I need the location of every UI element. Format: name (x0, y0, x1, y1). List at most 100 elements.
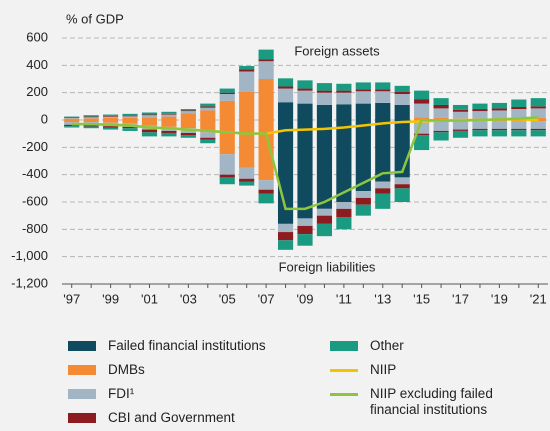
bar-segment (161, 113, 177, 115)
bar-segment (219, 120, 235, 155)
bar-segment (375, 181, 391, 189)
bar-segment (511, 107, 527, 110)
bar-segment (452, 129, 469, 131)
bar-segment (433, 117, 449, 120)
bar-segment (394, 91, 410, 95)
bar-segment (258, 189, 274, 194)
legend-label: NIIP (370, 362, 397, 377)
bar-segment (103, 117, 119, 120)
bar-segment (219, 92, 235, 95)
y-tick-label: -1,000 (11, 248, 48, 263)
bar-segment (103, 115, 119, 117)
bar-segment (433, 121, 449, 131)
bar-segment (83, 116, 99, 118)
bar-segment (141, 132, 158, 137)
bar-segment (200, 132, 216, 138)
bar-segment (83, 120, 99, 123)
bar-segment (530, 128, 546, 131)
bar-segment (180, 110, 196, 112)
bar-segment (297, 225, 313, 235)
bar-segment (219, 174, 235, 178)
x-tick-label: '11 (336, 291, 352, 306)
bar-segment (355, 91, 371, 104)
legend-item: Other (330, 338, 404, 354)
bar-segment (103, 120, 119, 123)
bar-segment (258, 49, 274, 60)
bar-segment (511, 120, 527, 122)
bar-segment (394, 177, 410, 185)
bar-segment (122, 128, 138, 131)
bar-segment (122, 120, 138, 124)
bar-segment (180, 120, 196, 129)
bar-segment (239, 69, 255, 72)
legend-item: Failed financial institutions (68, 338, 266, 354)
bar-segment (258, 61, 274, 79)
bar-segment (414, 135, 430, 151)
bar-segment (64, 124, 80, 127)
bar-segment (141, 117, 158, 120)
y-tick-label: -400 (22, 166, 48, 181)
bar-segment (511, 99, 527, 108)
bar-segment (394, 94, 410, 105)
x-tick-label: '01 (141, 291, 158, 306)
bar-segment (530, 106, 546, 109)
x-tick-label: '07 (258, 291, 275, 306)
legend-label: DMBs (108, 362, 145, 377)
bar-segment (375, 120, 391, 182)
legend-item: CBI and Government (68, 410, 235, 426)
bar-segment (239, 91, 255, 120)
bar-segment (433, 98, 449, 105)
bar-segment (219, 177, 235, 185)
bar-segment (491, 110, 507, 119)
bar-segment (161, 130, 177, 133)
bar-segment (491, 128, 507, 131)
y-tick-label: -1,200 (11, 275, 48, 290)
bar-segment (394, 188, 410, 202)
annotation: Foreign liabilities (279, 259, 376, 274)
x-tick-label: '13 (374, 291, 391, 306)
bar-segment (200, 103, 216, 107)
bar-segment (219, 154, 235, 175)
legend-swatch (68, 413, 96, 423)
legend-item: NIIP (330, 362, 520, 378)
bar-segment (161, 111, 177, 114)
legend-item: NIIP excluding failed financial institut… (330, 386, 520, 418)
x-tick-label: '99 (102, 291, 119, 306)
bar-segment (239, 167, 255, 179)
bar-segment (355, 191, 371, 198)
legend-label: FDI¹ (108, 386, 135, 401)
bar-segment (433, 130, 449, 133)
bar-segment (180, 135, 196, 138)
bar-segment (161, 116, 177, 120)
bar-segment (336, 83, 352, 91)
bar-segment (64, 126, 80, 128)
annotation: Foreign assets (294, 43, 380, 58)
bar-segment (180, 111, 196, 114)
bar-segment (491, 108, 507, 111)
bar-segment (336, 217, 352, 230)
bar-segment (511, 128, 527, 131)
bar-segment (180, 113, 196, 120)
bar-segment (316, 208, 333, 216)
bar-segment (219, 100, 235, 120)
bar-segment (64, 118, 80, 120)
bar-segment (336, 90, 352, 93)
bar-segment (200, 137, 216, 140)
legend-swatch (330, 393, 358, 396)
bar-segment (258, 59, 274, 62)
bar-segment (414, 117, 430, 120)
bar-segment (316, 120, 333, 209)
y-tick-label: 200 (26, 84, 48, 99)
bar-segment (355, 82, 371, 90)
bar-segment (277, 223, 294, 233)
bar-segment (530, 98, 546, 107)
bar-segment (103, 127, 119, 130)
bar-segment (200, 139, 216, 144)
legend-item: FDI¹ (68, 386, 134, 402)
chart: % of GDP Foreign assets Foreign liabilit… (11, 11, 548, 306)
bar-segment (180, 132, 196, 136)
bar-segment (297, 120, 313, 219)
x-tick-label: '05 (219, 291, 236, 306)
bar-segment (394, 85, 410, 92)
bar-segment (277, 78, 294, 87)
